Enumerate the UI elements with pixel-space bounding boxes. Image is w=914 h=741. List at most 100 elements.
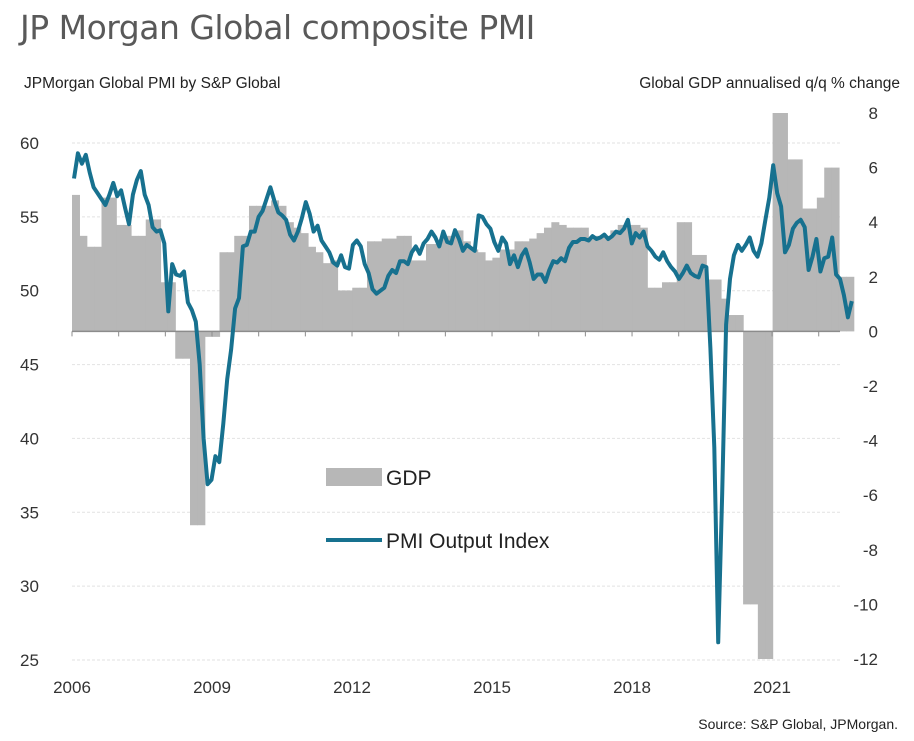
- right-tick-label: -10: [853, 595, 878, 614]
- right-tick-label: 8: [869, 104, 878, 123]
- gdp-bar: [566, 227, 575, 332]
- legend: GDP PMI Output Index: [326, 467, 550, 553]
- x-tick-label: 2012: [333, 678, 371, 697]
- gdp-bar: [271, 200, 280, 332]
- gdp-bar: [647, 287, 656, 332]
- gdp-bar: [698, 254, 707, 332]
- left-tick-labels: 60 55 50 45 40 35 30 25: [20, 134, 39, 670]
- gdp-bar: [470, 249, 479, 332]
- left-tick-label: 35: [20, 503, 39, 522]
- gdp-bar: [617, 224, 626, 332]
- gdp-bar: [521, 241, 530, 332]
- right-tick-label: -4: [863, 432, 878, 451]
- gdp-bar: [130, 235, 139, 332]
- x-tick-label: 2015: [473, 678, 511, 697]
- gdp-bar: [772, 113, 781, 332]
- x-tick-labels: 2006 2009 2012 2015 2018 2021: [53, 678, 791, 697]
- gdp-bar: [145, 219, 154, 332]
- gdp-bar: [558, 224, 567, 332]
- gdp-bar: [315, 252, 324, 332]
- gdp-bar: [256, 205, 265, 332]
- gdp-bar: [632, 224, 641, 332]
- right-tick-label: -12: [853, 650, 878, 669]
- gdp-bar: [787, 159, 796, 332]
- left-tick-label: 55: [20, 208, 39, 227]
- gdp-bar: [108, 197, 117, 332]
- gdp-bar: [248, 205, 257, 332]
- gdp-bar: [123, 224, 132, 332]
- gdp-bar: [79, 235, 88, 332]
- gdp-bar: [588, 238, 597, 332]
- gdp-bar: [809, 208, 818, 332]
- gdp-bar: [307, 246, 316, 332]
- right-tick-label: 4: [869, 213, 878, 232]
- gdp-bar: [241, 235, 250, 332]
- gdp-bar: [602, 235, 611, 332]
- gdp-bar: [219, 252, 228, 332]
- right-tick-label: 2: [869, 268, 878, 287]
- gdp-bar: [536, 233, 545, 332]
- gdp-bar: [359, 287, 368, 332]
- gdp-bar: [440, 235, 449, 332]
- gdp-bar: [507, 249, 516, 332]
- right-tick-label: -2: [863, 377, 878, 396]
- gdp-bar: [654, 287, 663, 332]
- gdp-bar: [625, 224, 634, 332]
- gdp-bar: [639, 227, 648, 332]
- gdp-bar: [551, 222, 560, 332]
- gdp-bar: [499, 249, 508, 332]
- gdp-bar: [278, 205, 287, 332]
- gdp-bar: [374, 241, 383, 332]
- gdp-bar: [389, 238, 398, 332]
- gdp-bar: [484, 260, 493, 332]
- gdp-bar: [212, 331, 221, 337]
- right-tick-label: -6: [863, 486, 878, 505]
- gdp-bar: [728, 315, 737, 332]
- gdp-bar: [661, 282, 670, 332]
- gdp-bar: [838, 276, 847, 332]
- gdp-bar: [418, 260, 427, 332]
- gdp-bar: [337, 290, 346, 332]
- gdp-bar: [595, 235, 604, 332]
- gdp-bar: [167, 282, 176, 332]
- gdp-bar: [86, 246, 95, 332]
- gdp-bar: [757, 331, 766, 659]
- chart-title: JP Morgan Global composite PMI: [20, 8, 535, 47]
- gdp-bar: [396, 235, 405, 332]
- gdp-bar: [684, 222, 693, 332]
- x-tick-label: 2018: [613, 678, 651, 697]
- gdp-bar: [175, 331, 184, 359]
- x-tick-label: 2021: [753, 678, 791, 697]
- right-tick-label: 0: [869, 322, 878, 341]
- left-tick-label: 30: [20, 577, 39, 596]
- gdp-bar: [182, 331, 191, 359]
- gdp-bar: [189, 331, 198, 526]
- gdp-bars: [72, 113, 855, 659]
- gdp-bar: [669, 282, 678, 332]
- gdp-bar: [794, 159, 803, 332]
- right-tick-labels: 8 6 4 2 0 -2 -4 -6 -8 -10 -12: [853, 104, 878, 669]
- gdp-bar: [330, 260, 339, 332]
- gdp-bar: [403, 235, 412, 332]
- gdp-bar: [352, 287, 361, 332]
- gdp-bar: [300, 233, 309, 332]
- gdp-bar: [691, 254, 700, 332]
- left-axis-label: JPMorgan Global PMI by S&P Global: [24, 75, 281, 92]
- right-axis-label: Global GDP annualised q/q % change: [639, 75, 900, 92]
- gdp-bar: [263, 205, 272, 332]
- right-tick-label: 6: [869, 159, 878, 178]
- legend-pmi-label: PMI Output Index: [386, 530, 550, 553]
- gdp-bar: [138, 235, 147, 332]
- gdp-bar: [573, 227, 582, 332]
- gdp-bar: [514, 241, 523, 332]
- x-tick-label: 2009: [193, 678, 231, 697]
- gdp-bar: [610, 230, 619, 332]
- right-tick-label: -8: [863, 541, 878, 560]
- gdp-bar: [433, 244, 442, 332]
- gdp-bar: [448, 235, 457, 332]
- gdp-bar: [285, 222, 294, 332]
- gdp-bar: [344, 290, 353, 332]
- gdp-bar: [750, 331, 759, 605]
- pmi-output-line: [72, 151, 854, 645]
